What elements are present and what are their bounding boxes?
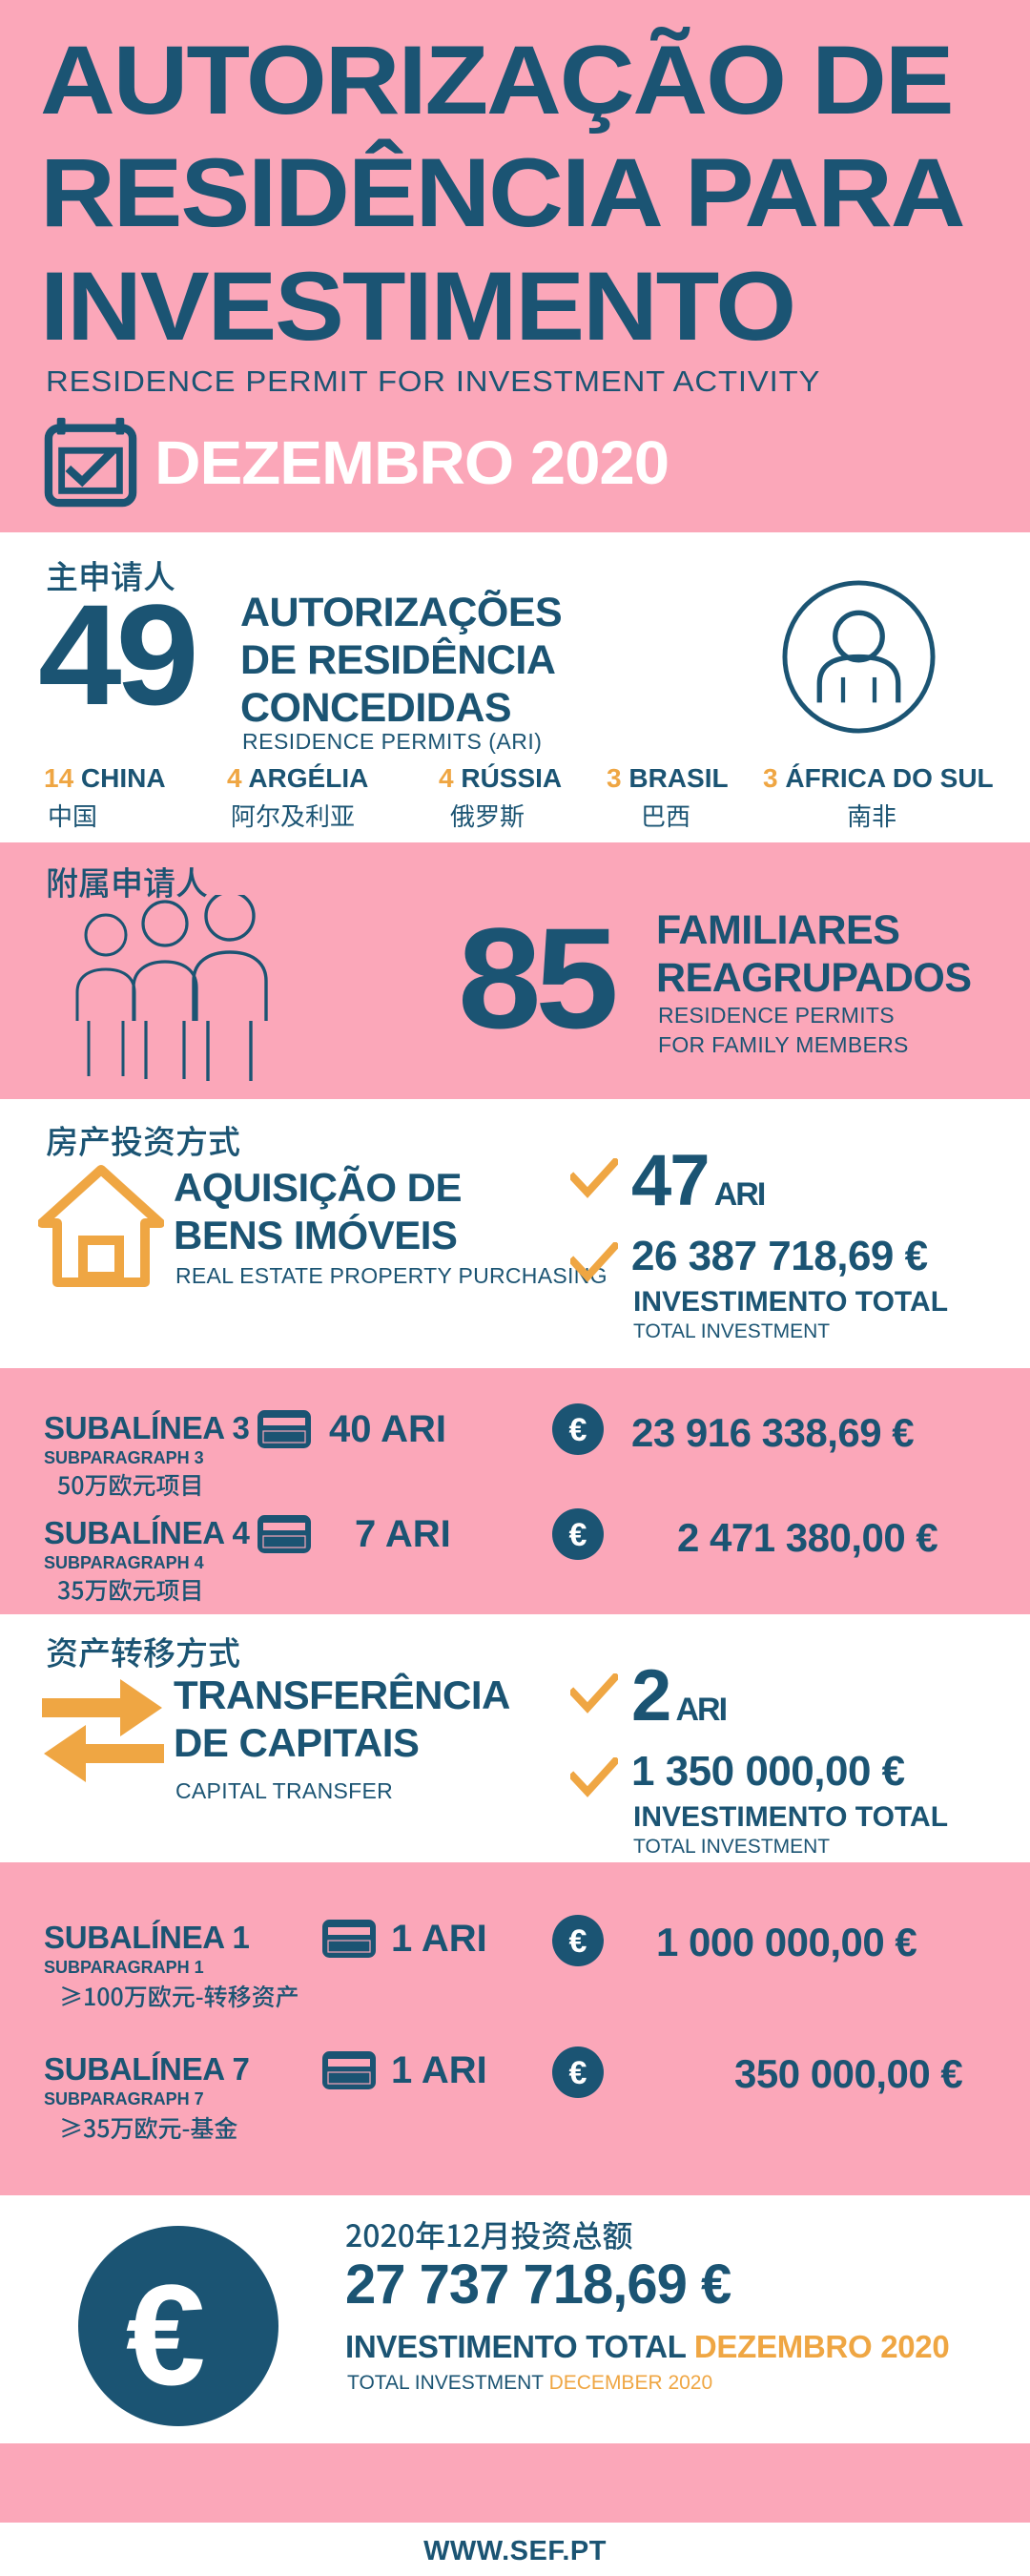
svg-text:€: € [569,1412,587,1448]
svg-text:€: € [569,1517,587,1553]
svg-text:€: € [569,2055,587,2091]
svg-text:€: € [569,1923,587,1960]
